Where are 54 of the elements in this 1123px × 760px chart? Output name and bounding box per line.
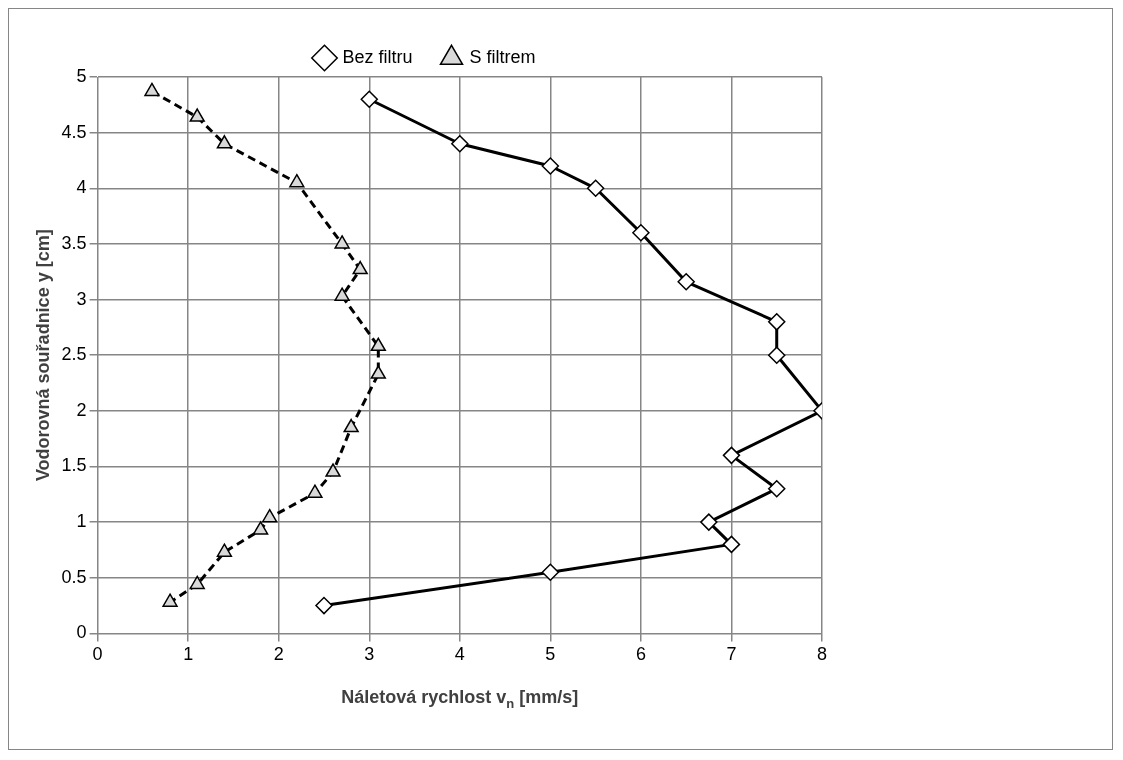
y-tick-label: 5 bbox=[76, 65, 87, 86]
y-tick-label: 2 bbox=[76, 399, 87, 420]
point bbox=[632, 224, 650, 242]
y-tick-label: 4 bbox=[76, 177, 87, 198]
point bbox=[325, 463, 341, 477]
point bbox=[315, 596, 333, 615]
point bbox=[767, 346, 786, 364]
point bbox=[352, 260, 368, 275]
x-tick-label: 3 bbox=[364, 644, 375, 665]
y-tick-label: 1 bbox=[76, 511, 87, 532]
y-tick-label: 3.5 bbox=[61, 232, 87, 253]
legend-label: Bez filtru bbox=[342, 46, 413, 67]
point bbox=[360, 90, 379, 109]
point bbox=[700, 513, 718, 531]
point bbox=[307, 484, 323, 498]
point bbox=[722, 446, 741, 465]
point bbox=[586, 179, 605, 198]
point bbox=[370, 365, 386, 379]
y-tick-label: 0 bbox=[76, 622, 87, 643]
x-tick-label: 7 bbox=[726, 644, 737, 665]
point bbox=[722, 535, 741, 554]
point bbox=[677, 273, 695, 291]
y-tick-label: 2.5 bbox=[61, 344, 87, 365]
point bbox=[216, 543, 233, 557]
point bbox=[343, 418, 359, 433]
point bbox=[216, 135, 233, 149]
point bbox=[541, 157, 560, 175]
point bbox=[370, 337, 386, 352]
legend-label: S filtrem bbox=[469, 46, 536, 67]
point bbox=[261, 508, 278, 523]
point bbox=[252, 521, 269, 535]
point bbox=[334, 235, 350, 249]
point bbox=[144, 82, 160, 97]
x-tick-label: 0 bbox=[92, 644, 103, 665]
point bbox=[767, 313, 786, 331]
y-tick-label: 0.5 bbox=[61, 566, 87, 587]
y-tick-label: 1.5 bbox=[61, 455, 87, 476]
point bbox=[334, 287, 350, 301]
point bbox=[189, 575, 205, 590]
x-tick-label: 8 bbox=[816, 644, 828, 665]
x-tick-label: 1 bbox=[183, 644, 194, 665]
point bbox=[451, 135, 469, 153]
x-tick-label: 6 bbox=[635, 644, 646, 665]
y-tick-label: 4.5 bbox=[61, 121, 87, 142]
x-tick-label: 2 bbox=[273, 644, 284, 665]
point bbox=[541, 563, 560, 581]
point bbox=[767, 479, 786, 498]
x-tick-label: 4 bbox=[454, 644, 465, 665]
y-tick-label: 3 bbox=[76, 288, 87, 309]
point bbox=[289, 173, 305, 188]
point bbox=[162, 593, 178, 607]
y-axis-title: Vodorovná souřadnice y [cm] bbox=[32, 229, 53, 482]
x-tick-label: 5 bbox=[545, 644, 556, 665]
point bbox=[189, 108, 205, 122]
